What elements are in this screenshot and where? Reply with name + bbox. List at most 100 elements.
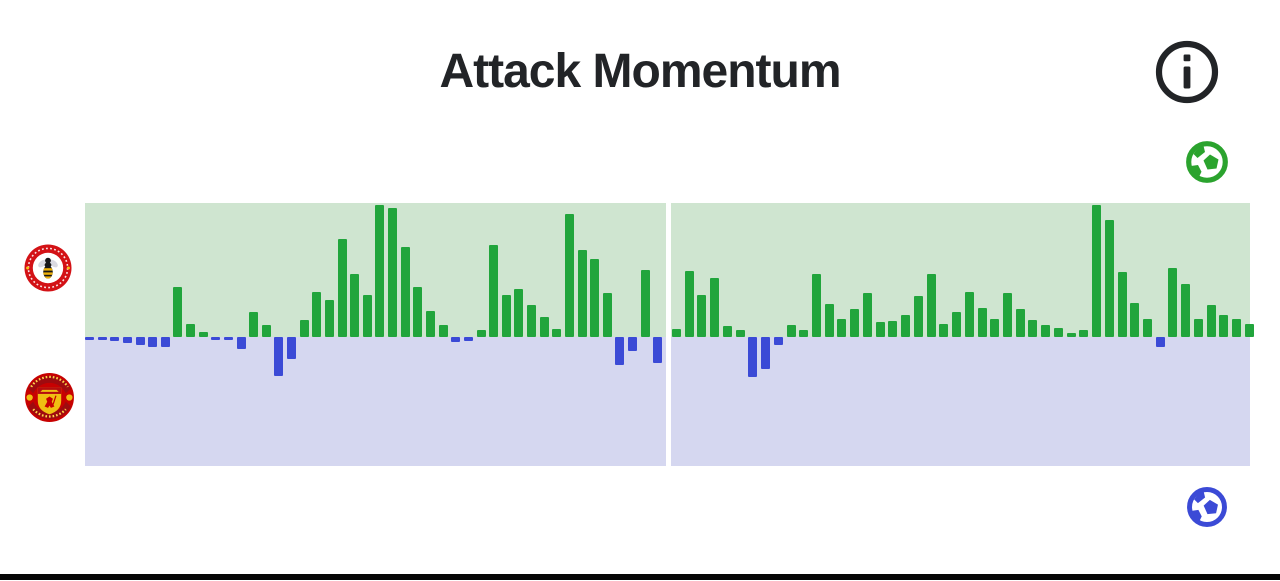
momentum-bar (875, 322, 885, 337)
momentum-bar (697, 294, 707, 337)
momentum-bar (135, 337, 145, 345)
momentum-bar (888, 321, 898, 337)
momentum-bar (590, 259, 600, 337)
momentum-bar (1244, 323, 1254, 337)
momentum-bars (85, 203, 1254, 466)
momentum-bar (388, 207, 398, 337)
momentum-bar (514, 289, 524, 337)
momentum-bar (287, 337, 297, 359)
momentum-bar (1130, 302, 1140, 337)
momentum-bar (1168, 268, 1178, 337)
momentum-bar (236, 337, 246, 349)
info-circle-icon (1155, 40, 1219, 108)
momentum-bar (1232, 318, 1242, 337)
momentum-bar (710, 277, 720, 337)
page-title: Attack Momentum (439, 45, 841, 98)
momentum-bar (1206, 305, 1216, 337)
momentum-bar (324, 300, 334, 337)
momentum-bar (977, 307, 987, 337)
momentum-bar (684, 271, 694, 337)
momentum-bar (198, 331, 208, 337)
momentum-bar (799, 330, 809, 337)
momentum-bar (850, 309, 860, 337)
momentum-bar (539, 317, 549, 337)
momentum-bar (85, 337, 94, 340)
momentum-bar (173, 286, 183, 337)
momentum-bar (640, 269, 650, 337)
info-button[interactable] (1155, 40, 1219, 104)
momentum-bar (748, 337, 758, 377)
momentum-bar (122, 337, 132, 344)
momentum-bar (148, 337, 158, 348)
momentum-bar (926, 273, 936, 337)
momentum-bar (1092, 205, 1102, 337)
momentum-bar (901, 314, 911, 337)
away-team-logo (22, 370, 77, 425)
momentum-bar (1015, 309, 1025, 337)
momentum-bar (337, 239, 347, 337)
momentum-bar (786, 325, 796, 337)
momentum-bar (249, 311, 259, 337)
halftime-divider (666, 203, 671, 466)
momentum-bar (913, 296, 923, 337)
momentum-bar (672, 329, 681, 337)
momentum-bar (722, 326, 732, 337)
momentum-bar (552, 329, 562, 337)
momentum-bar (186, 323, 196, 337)
momentum-bar (489, 244, 499, 337)
momentum-bar (602, 293, 612, 337)
momentum-bar (761, 337, 771, 370)
momentum-bar (564, 214, 574, 337)
momentum-bar (1117, 272, 1127, 337)
momentum-bar (1104, 219, 1114, 337)
momentum-bar (1002, 293, 1012, 337)
momentum-bar (261, 325, 271, 337)
momentum-bar (375, 205, 385, 337)
momentum-bar (426, 310, 435, 337)
momentum-bar (97, 337, 107, 340)
momentum-bar (964, 292, 974, 337)
momentum-bar (577, 249, 587, 337)
momentum-bar (628, 337, 638, 352)
momentum-bar (223, 337, 233, 340)
momentum-bar (350, 273, 360, 337)
momentum-bar (862, 293, 872, 337)
momentum-bar (812, 273, 822, 337)
momentum-bar (400, 247, 410, 337)
momentum-bar (1219, 314, 1229, 337)
momentum-bar (735, 330, 745, 337)
momentum-bar (211, 337, 221, 340)
momentum-bar (110, 337, 120, 341)
momentum-bar (527, 305, 537, 337)
momentum-bar (837, 318, 847, 337)
momentum-bar (615, 337, 625, 366)
momentum-bar (653, 337, 663, 363)
momentum-bar (773, 337, 783, 345)
momentum-bar (1041, 325, 1051, 337)
home-team-logo (23, 243, 73, 293)
momentum-bar (1028, 319, 1038, 337)
momentum-bar (274, 337, 284, 376)
momentum-bar (438, 325, 448, 337)
momentum-bar (312, 292, 322, 337)
momentum-bar (299, 319, 309, 337)
momentum-bar (1053, 327, 1063, 337)
momentum-bar (413, 286, 423, 337)
momentum-bar (1181, 284, 1191, 337)
momentum-bar (1193, 318, 1203, 337)
momentum-bar (952, 311, 962, 337)
momentum-bar (1155, 337, 1165, 348)
momentum-chart[interactable] (85, 203, 1254, 466)
momentum-bar (1143, 318, 1152, 337)
momentum-bar (1066, 333, 1076, 337)
away-goal-ball-icon (1186, 486, 1228, 528)
momentum-bar (501, 294, 511, 337)
momentum-bar (476, 330, 486, 337)
momentum-bar (463, 337, 473, 341)
momentum-bar (362, 294, 372, 337)
momentum-bar (451, 337, 461, 343)
momentum-bar (824, 304, 834, 337)
home-goal-ball-icon (1185, 140, 1229, 184)
momentum-bar (990, 318, 1000, 337)
